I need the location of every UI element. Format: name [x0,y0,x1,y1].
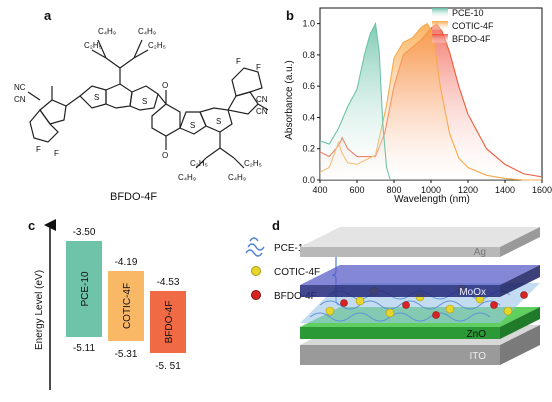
energy-level-diagram: Energy Level (eV) -3.50 -5.11 PCE-10 -4.… [34,219,186,390]
mol-label-cn-right: CN [256,95,268,104]
x-tick-label-1200: 1200 [458,185,478,195]
mol-label-nc: NC [14,83,26,92]
energy-lumo-cotic4f: -4.19 [115,257,138,268]
mol-label-f4: F [256,63,261,72]
mol-label-s3: S [190,121,195,130]
x-tick-label-400: 400 [312,185,327,195]
chart-legend: PCE-10 COTIC-4F BFDO-4F [432,8,494,44]
mol-label-cn-right2: CN [256,107,268,116]
legend-label-pce10: PCE-10 [452,8,484,18]
layer-label-zno: ZnO [467,329,487,340]
mol-label-c4h9-2: C₄H₉ [138,27,156,36]
y-tick-label-0.0: 0.0 [302,175,315,185]
legend-polymer-icon [245,237,265,257]
device-schematic: PCE-10 COTIC-4F BFDO-4F ITO ZnO [245,227,540,365]
panel-label-a: a [44,8,52,23]
x-tick-label-1600: 1600 [532,185,552,195]
x-tick-label-1000: 1000 [421,185,441,195]
device-legend-pce10: PCE-10 [274,243,309,254]
series-area-1 [320,23,542,180]
energy-bar-bfdo4f [150,291,186,353]
layer-label-moox: MoOx [459,287,486,298]
y-tick-label-0.8: 0.8 [302,50,315,60]
mol-label-f1: F [36,145,41,154]
panel-label-b: b [286,8,294,23]
chart-x-axis-label: Wavelength (nm) [394,194,470,205]
energy-lumo-bfdo4f: -4.53 [157,277,180,288]
mol-label-c4h9-4: C₄H₉ [228,173,246,182]
energy-name-cotic4f: COTIC-4F [122,283,133,329]
y-tick-label-0.4: 0.4 [302,112,315,122]
y-tick-label-0.6: 0.6 [302,81,315,91]
mol-label-cn-left: CN [14,95,26,104]
x-tick-label-1400: 1400 [495,185,515,195]
mol-label-s1: S [94,93,99,102]
energy-homo-bfdo4f: -5. 51 [155,361,181,372]
device-legend-cotic4f: COTIC-4F [274,267,320,278]
mol-label-f2: F [54,149,59,158]
energy-bar-cotic4f [108,271,144,341]
mol-label-s4: S [216,117,221,126]
legend-swatch-cotic4f [432,21,448,30]
energy-axis-label: Energy Level (eV) [34,270,45,350]
energy-bar-pce10 [66,241,102,337]
mol-label-c2h5-2: C₂H₅ [148,41,166,50]
molecule-caption: BFDO-4F [110,191,157,203]
panel-label-c: c [28,218,36,233]
mol-label-o2: O [162,151,168,160]
y-tick-label-0.2: 0.2 [302,144,315,154]
energy-name-pce10: PCE-10 [80,271,91,306]
energy-lumo-pce10: -3.50 [73,227,96,238]
series-line-0 [319,21,391,181]
series-area-0 [320,23,391,180]
x-tick-label-800: 800 [386,185,401,195]
device-legend-bfdo4f: BFDO-4F [274,291,317,302]
x-tick-label-600: 600 [349,185,364,195]
mol-label-c4h9-3: C₄H₉ [178,173,196,182]
mol-label-o1: O [162,81,168,90]
y-tick-label-1.0: 1.0 [302,19,315,29]
legend-swatch-pce10 [432,8,448,17]
legend-bfdo-dot [251,290,261,300]
layer-ag: Ag [300,227,540,258]
chart-y-axis-label: Absorbance (a.u.) [284,60,295,140]
mol-label-c2h5-4: C₂H₅ [244,159,262,168]
mol-label-c2h5-1: C₂H₅ [84,41,102,50]
molecule-structure: C₄H₉ C₄H₉ C₂H₅ C₂H₅ NC CN F F F F CN CN … [14,27,269,203]
mol-label-c4h9-1: C₄H₉ [98,27,116,36]
mol-label-c2h5-3: C₂H₅ [190,159,208,168]
layer-moox: MoOx [300,265,540,298]
legend-cotic-dot [251,266,261,276]
absorbance-chart: 400 600 800 1000 1200 1400 1600 0.0 0.2 0.4 0.6 0.8… [284,7,552,205]
mol-label-f3: F [236,57,241,66]
legend-swatch-bfdo4f [432,34,448,43]
energy-name-bfdo4f: BFDO-4F [164,301,175,344]
layer-label-ag: Ag [474,247,486,258]
energy-homo-cotic4f: -5.31 [115,349,138,360]
layer-label-ito: ITO [470,351,487,362]
legend-label-bfdo4f: BFDO-4F [452,34,491,44]
panel-label-d: d [272,218,280,233]
mol-label-s2: S [142,97,147,106]
energy-homo-pce10: -5.11 [73,343,95,354]
legend-label-cotic4f: COTIC-4F [452,21,494,31]
